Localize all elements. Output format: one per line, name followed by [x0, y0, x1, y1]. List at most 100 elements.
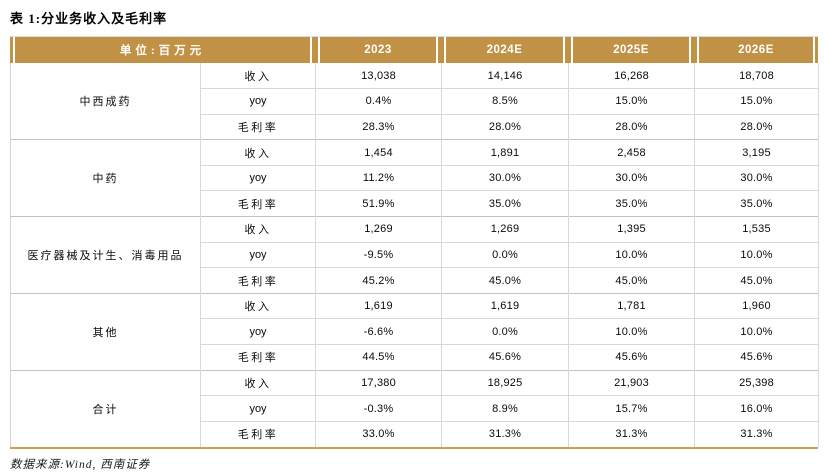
value-cell: -6.6%: [315, 318, 442, 345]
value-cell: 15.0%: [694, 88, 819, 115]
metric-label: 收入: [200, 139, 316, 166]
table-row: 其他 收入 1,619 1,619 1,781 1,960: [10, 292, 819, 371]
segment-label: 医疗器械及计生、消毒用品: [10, 216, 201, 294]
value-cell: 10.0%: [694, 318, 819, 345]
value-cell: 1,781: [568, 292, 695, 319]
metric-label: 收入: [200, 292, 316, 319]
value-cell: 35.0%: [568, 190, 695, 217]
value-cell: 15.0%: [568, 88, 695, 115]
value-cell: 44.5%: [315, 344, 442, 371]
metric-label: 毛利率: [200, 113, 316, 140]
table-row: yoy -6.6% 0.0% 10.0% 10.0%: [11, 318, 819, 345]
value-cell: 31.3%: [441, 420, 569, 447]
table-row: 医疗器械及计生、消毒用品 收入 1,269 1,269 1,395 1,535: [10, 216, 819, 294]
table-row: 毛利率 45.2% 45.0% 45.0% 45.0%: [11, 267, 819, 294]
value-cell: 15.7%: [568, 395, 695, 422]
value-cell: 2,458: [568, 139, 695, 166]
value-cell: 0.0%: [441, 241, 569, 268]
value-cell: 1,619: [441, 292, 569, 319]
value-cell: 11.2%: [315, 164, 442, 191]
value-cell: 45.0%: [568, 267, 695, 294]
table-row: 合计 收入 17,380 18,925 21,903 25,398: [10, 369, 819, 447]
table-title: 表 1:分业务收入及毛利率: [10, 11, 168, 26]
table-row: 毛利率 28.3% 28.0% 28.0% 28.0%: [11, 113, 819, 140]
table-row: yoy -9.5% 0.0% 10.0% 10.0%: [11, 241, 819, 268]
table-header-row: 单位:百万元 2023 2024E 2025E 2026E: [10, 36, 818, 63]
value-cell: -0.3%: [315, 395, 442, 422]
data-table: 单位:百万元 2023 2024E 2025E 2026E 中西成药 收入 13…: [10, 36, 819, 449]
segment-label: 其他: [10, 292, 201, 371]
value-cell: 1,535: [694, 216, 819, 243]
value-cell: 45.0%: [694, 267, 819, 294]
value-cell: 1,395: [568, 216, 695, 243]
value-cell: 45.0%: [441, 267, 569, 294]
metric-label: yoy: [200, 318, 316, 345]
value-cell: 0.0%: [441, 318, 569, 345]
value-cell: 30.0%: [568, 164, 695, 191]
value-cell: 8.5%: [441, 88, 569, 115]
year-header-2025e: 2025E: [568, 37, 694, 63]
table-row: 毛利率 33.0% 31.3% 31.3% 31.3%: [11, 420, 819, 447]
metric-label: 收入: [200, 369, 316, 396]
value-cell: 13,038: [315, 63, 442, 89]
metric-label: 毛利率: [200, 344, 316, 371]
value-cell: 31.3%: [568, 420, 695, 447]
value-cell: 28.0%: [694, 113, 819, 140]
table-row: yoy 0.4% 8.5% 15.0% 15.0%: [11, 88, 819, 115]
value-cell: 28.0%: [568, 113, 695, 140]
value-cell: -9.5%: [315, 241, 442, 268]
metric-label: yoy: [200, 241, 316, 268]
value-cell: 1,960: [694, 292, 819, 319]
metric-label: 收入: [200, 216, 316, 243]
value-cell: 28.0%: [441, 113, 569, 140]
value-cell: 18,925: [441, 369, 569, 396]
value-cell: 16,268: [568, 63, 695, 89]
value-cell: 1,269: [315, 216, 442, 243]
metric-label: 毛利率: [200, 267, 316, 294]
segment-label: 合计: [10, 369, 201, 447]
value-cell: 1,619: [315, 292, 442, 319]
year-header-2024e: 2024E: [441, 37, 568, 63]
value-cell: 30.0%: [441, 164, 569, 191]
value-cell: 1,454: [315, 139, 442, 166]
metric-label: 收入: [200, 63, 316, 89]
value-cell: 25,398: [694, 369, 819, 396]
value-cell: 18,708: [694, 63, 819, 89]
value-cell: 51.9%: [315, 190, 442, 217]
metric-label: 毛利率: [200, 190, 316, 217]
value-cell: 10.0%: [694, 241, 819, 268]
year-header-2026e: 2026E: [694, 37, 818, 63]
table-row: yoy 11.2% 30.0% 30.0% 30.0%: [11, 164, 819, 191]
data-source-note: 数据来源:Wind, 西南证券: [10, 458, 151, 471]
table-row: 毛利率 44.5% 45.6% 45.6% 45.6%: [11, 344, 819, 371]
value-cell: 45.6%: [441, 344, 569, 371]
value-cell: 45.6%: [694, 344, 819, 371]
segment-label: 中药: [10, 139, 201, 217]
value-cell: 45.6%: [568, 344, 695, 371]
value-cell: 16.0%: [694, 395, 819, 422]
value-cell: 21,903: [568, 369, 695, 396]
table-row: yoy -0.3% 8.9% 15.7% 16.0%: [11, 395, 819, 422]
value-cell: 31.3%: [694, 420, 819, 447]
value-cell: 35.0%: [441, 190, 569, 217]
value-cell: 1,269: [441, 216, 569, 243]
value-cell: 28.3%: [315, 113, 442, 140]
year-header-2023: 2023: [315, 37, 441, 63]
metric-label: yoy: [200, 164, 316, 191]
metric-label: 毛利率: [200, 420, 316, 447]
value-cell: 14,146: [441, 63, 569, 89]
unit-header-cell: 单位:百万元: [10, 37, 315, 63]
value-cell: 33.0%: [315, 420, 442, 447]
segment-label: 中西成药: [10, 63, 201, 140]
value-cell: 35.0%: [694, 190, 819, 217]
value-cell: 10.0%: [568, 318, 695, 345]
metric-label: yoy: [200, 88, 316, 115]
value-cell: 30.0%: [694, 164, 819, 191]
table-row: 中西成药 收入 13,038 14,146 16,268 18,708: [10, 63, 819, 140]
table-row: 中药 收入 1,454 1,891 2,458 3,195: [10, 139, 819, 217]
value-cell: 0.4%: [315, 88, 442, 115]
metric-label: yoy: [200, 395, 316, 422]
value-cell: 45.2%: [315, 267, 442, 294]
value-cell: 17,380: [315, 369, 442, 396]
